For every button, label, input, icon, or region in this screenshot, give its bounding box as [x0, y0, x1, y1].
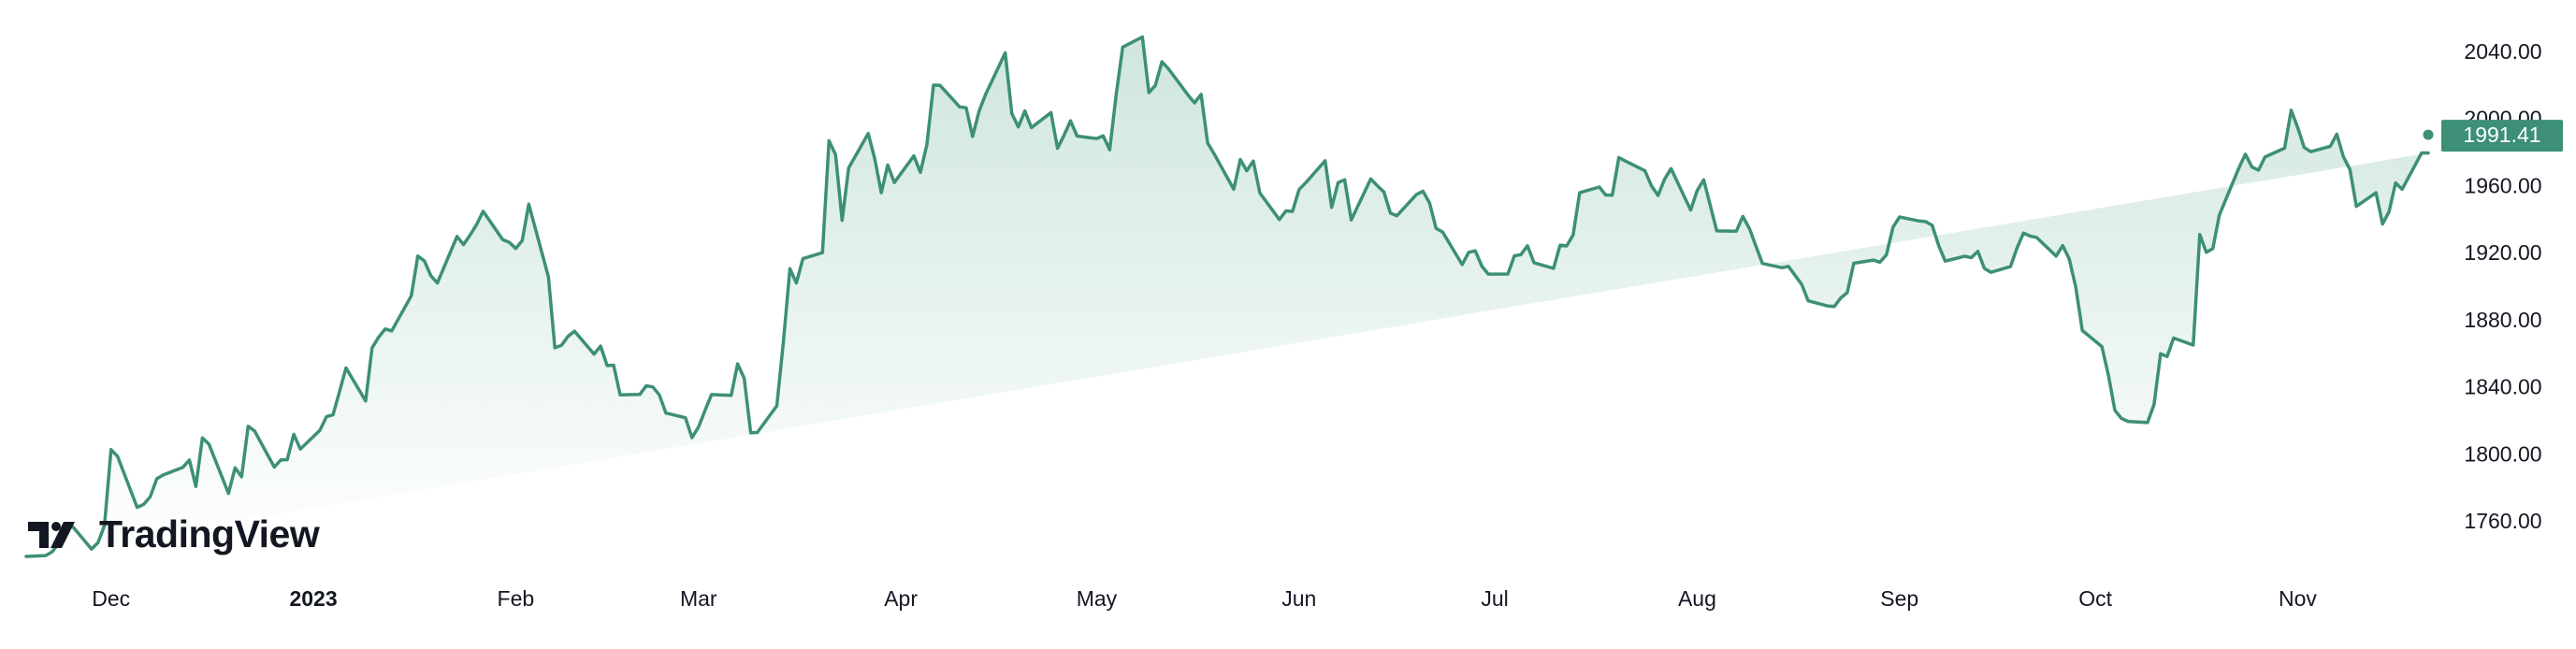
y-tick-label: 1960.00 — [2464, 173, 2541, 197]
x-tick-label: Mar — [680, 586, 717, 611]
plot-area — [24, 35, 2434, 558]
y-tick-label: 1920.00 — [2464, 240, 2541, 265]
y-tick-label: 1760.00 — [2464, 509, 2541, 533]
x-tick-label: Sep — [1880, 586, 1918, 611]
x-tick-label: Nov — [2279, 586, 2317, 611]
x-tick-label: May — [1077, 586, 1118, 611]
price-line — [24, 35, 2430, 558]
y-tick-label: 1840.00 — [2464, 375, 2541, 399]
last-price-label: 1991.41 — [2463, 123, 2540, 147]
price-area-fill — [26, 36, 2428, 556]
x-axis: Dec 2023 Feb Mar Apr May Jun Jul Aug Sep Oct Nov — [92, 586, 2317, 611]
tradingview-logo[interactable]: TradingView — [28, 512, 320, 556]
y-axis: 2040.002000.001960.001920.001880.001840.… — [2464, 39, 2541, 533]
y-tick-label: 1800.00 — [2464, 441, 2541, 466]
x-tick-label: Apr — [884, 586, 918, 611]
y-tick-label: 1880.00 — [2464, 308, 2541, 332]
y-tick-label: 2040.00 — [2464, 39, 2541, 64]
x-tick-label: Jun — [1281, 586, 1316, 611]
tradingview-logo-icon — [28, 521, 75, 548]
last-price-marker — [2423, 129, 2434, 140]
x-tick-label: Dec — [92, 586, 130, 611]
x-tick-label: Oct — [2078, 586, 2112, 611]
x-tick-label: Feb — [498, 586, 535, 611]
x-tick-label: 2023 — [289, 586, 337, 611]
last-price-badge-bg — [2441, 120, 2563, 152]
logo-text: TradingView — [99, 512, 320, 555]
x-tick-label: Jul — [1481, 586, 1508, 611]
x-tick-label: Aug — [1678, 586, 1716, 611]
last-price-badge: 1991.41 — [2441, 120, 2563, 152]
